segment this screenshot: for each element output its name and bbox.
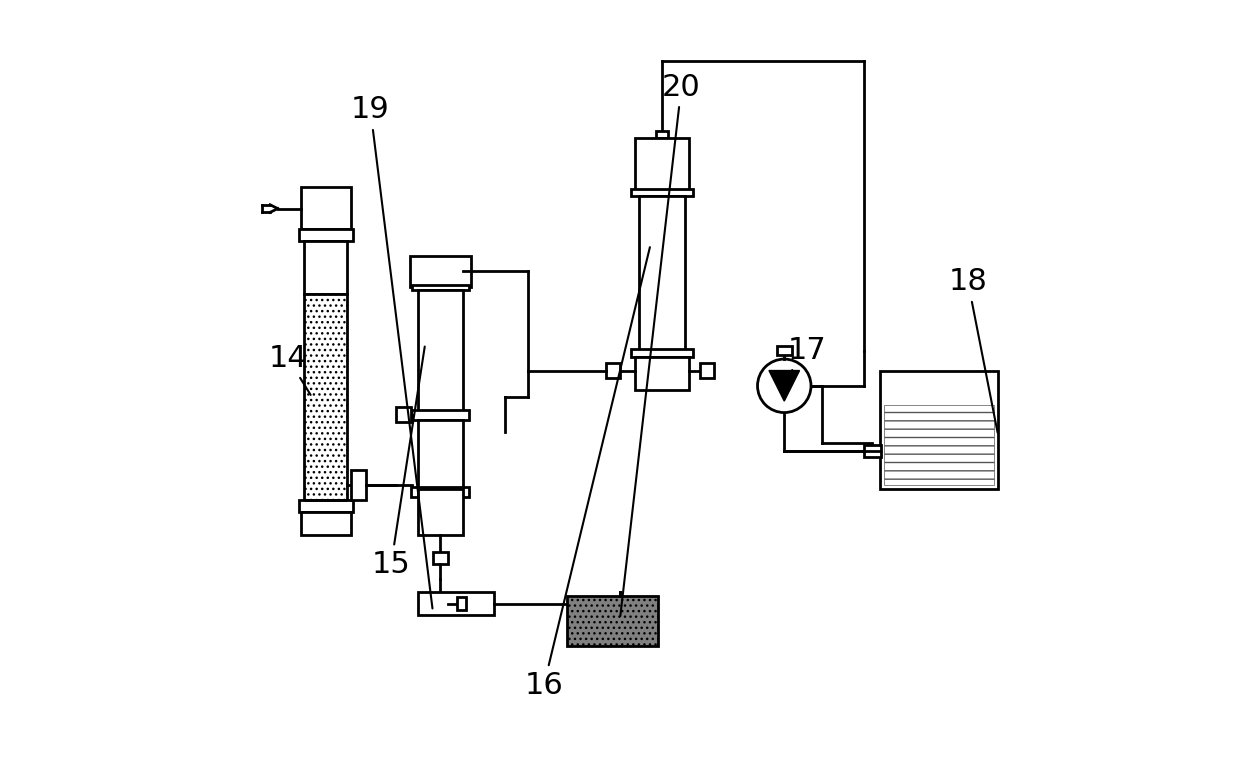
Bar	[300, 512, 351, 535]
Bar	[776, 346, 792, 355]
Bar	[656, 131, 668, 138]
Text: 17: 17	[789, 336, 827, 371]
Bar	[606, 363, 620, 378]
Text: 20: 20	[620, 73, 701, 616]
Bar	[631, 189, 693, 196]
Bar	[299, 229, 352, 241]
Bar	[305, 294, 347, 500]
Bar	[639, 196, 684, 351]
Bar	[418, 489, 464, 535]
Text: 18: 18	[949, 267, 998, 432]
Bar	[300, 187, 351, 229]
Bar	[635, 138, 688, 191]
Bar	[701, 363, 714, 378]
Bar	[635, 357, 688, 390]
Bar	[418, 420, 464, 489]
Bar	[412, 285, 469, 290]
Text: 14: 14	[269, 344, 311, 395]
Bar	[299, 500, 352, 512]
Bar	[567, 596, 658, 646]
Polygon shape	[769, 371, 800, 401]
Text: 19: 19	[351, 96, 433, 608]
Bar	[879, 371, 998, 489]
Bar	[884, 405, 994, 485]
Bar	[433, 552, 448, 564]
Bar	[351, 470, 366, 500]
Bar	[412, 487, 470, 497]
Bar	[412, 410, 470, 420]
Bar	[396, 407, 412, 422]
Text: 15: 15	[372, 347, 425, 579]
Bar	[864, 445, 882, 457]
Bar	[305, 241, 347, 294]
Text: 16: 16	[525, 248, 650, 700]
Bar	[631, 349, 693, 357]
Bar	[418, 592, 494, 615]
Bar	[418, 290, 464, 413]
Bar	[410, 256, 471, 286]
Bar	[458, 597, 466, 610]
